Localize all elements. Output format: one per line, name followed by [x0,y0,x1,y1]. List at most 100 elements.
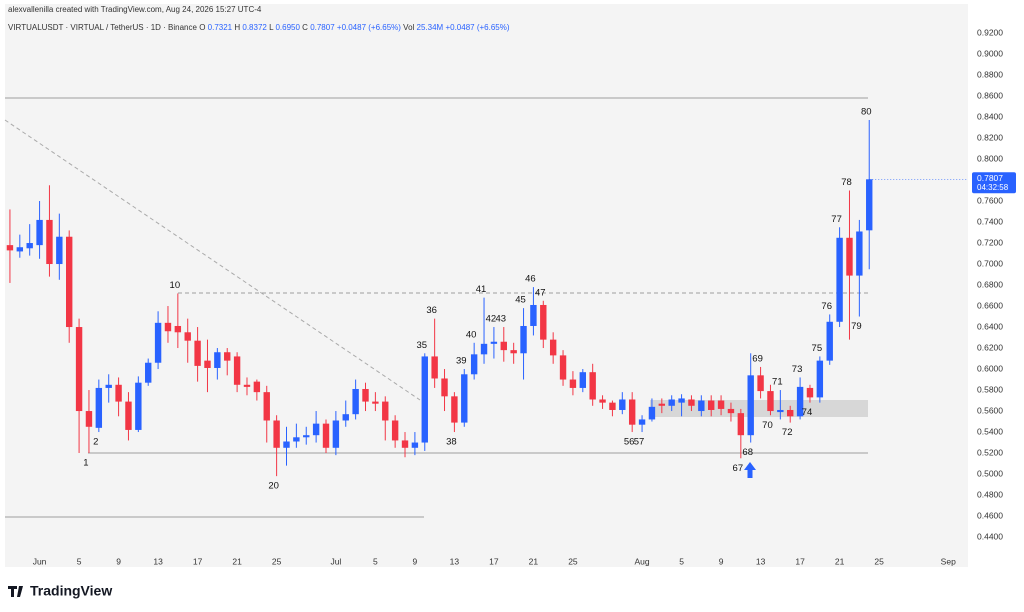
candle-body [401,440,409,448]
brand-name: TradingView [30,583,112,599]
plot-area [5,4,968,567]
candle-body [806,387,814,398]
y-tick-label: 0.8200 [977,132,1003,142]
ohlc-key: O [199,23,205,32]
candle-body [549,339,557,356]
y-tick-label: 0.9200 [977,27,1003,37]
candle-body [164,322,172,332]
candle-body [658,403,666,406]
y-tick-label: 0.8400 [977,111,1003,121]
candle-body [243,384,251,387]
swing-label: 72 [782,427,793,438]
swing-label: 2 [93,437,98,448]
x-tick-label: 17 [193,556,203,566]
candle-body [461,374,468,423]
candle-body [490,341,498,344]
price-tag-countdown: 04:32:58 [977,183,1009,192]
candle-body [145,362,152,383]
candle-body [46,219,53,265]
swing-label: 69 [752,353,763,364]
candle-body [135,382,142,430]
x-tick-label: 9 [413,556,418,566]
candle-body [115,384,122,402]
swing-label: 46 [525,274,536,285]
y-tick-label: 0.6200 [977,342,1003,352]
candle-body [628,399,636,425]
y-tick-label: 0.6000 [977,363,1003,373]
candle-body [470,354,478,375]
candle-body [569,379,577,388]
candle-body [599,399,606,403]
swing-label: 42 [486,314,497,325]
candle-body [757,375,764,392]
brand: TradingView [8,583,112,599]
swing-label: 39 [456,356,467,367]
candle-body [500,341,507,351]
candle-body [105,384,112,388]
candle-body [846,237,853,276]
swing-label: 77 [831,214,842,225]
candle-body [708,400,715,410]
symbol: VIRTUALUSDT · VIRTUAL / TetherUS · 1D · … [8,23,198,32]
candle-body [194,340,201,366]
candle-body [411,442,419,448]
swing-label: 56 [624,437,635,448]
candle-body [293,437,300,442]
candle-body [589,372,596,400]
candle-body [273,420,280,448]
swing-label: 43 [495,314,506,325]
x-tick-label: 25 [272,556,282,566]
candle-body [856,231,863,276]
candle-body [648,406,656,420]
candle-body [668,399,675,406]
candle-body [866,179,873,231]
candle-body [826,321,833,361]
swing-label: 78 [841,177,852,188]
candle-body [253,381,261,393]
candle-body [717,400,725,409]
x-tick-label: 17 [489,556,499,566]
swing-label: 40 [466,329,477,340]
candle-body [36,219,43,246]
candle-body [421,356,428,443]
candle-body [214,352,221,368]
x-tick-label: 5 [373,556,378,566]
ohlc-value: 0.6950 [275,23,300,32]
legend-text: VIRTUALUSDT · VIRTUAL / TetherUS · 1D · … [8,23,510,32]
candle-body [85,411,93,427]
y-tick-label: 0.5400 [977,426,1003,436]
candle-body [441,378,448,397]
vol-key: Vol [403,23,414,32]
swing-label: 38 [446,437,457,448]
swing-label: 70 [762,420,773,431]
candle-body [382,401,389,421]
candle-body [322,423,330,448]
price-tag-label: 0.7807 [977,173,1003,183]
candle-body [747,375,754,436]
candle-body [283,441,290,448]
y-tick-label: 0.5200 [977,447,1003,457]
ohlc-value: 0.7321 [208,23,233,32]
candle-body [224,352,231,361]
candle-body [154,322,162,363]
candle-body [75,327,83,412]
candle-body [303,435,310,438]
x-tick-label: 13 [153,556,163,566]
candle-body [520,325,527,354]
y-tick-label: 0.5000 [977,468,1003,478]
x-tick-label: 5 [77,556,82,566]
change: +0.0487 (+6.65%) [337,23,401,32]
candle-body [184,332,191,341]
y-tick-label: 0.5600 [977,405,1003,415]
candle-body [767,391,774,412]
candle-body [66,236,73,328]
x-tick-label: 17 [795,556,805,566]
candle-body [56,236,63,265]
candle-body [125,401,132,430]
ohlc-value: 0.7807 [310,23,335,32]
candle-body [816,360,824,398]
candle-body [609,402,616,410]
y-tick-label: 0.6800 [977,279,1003,289]
